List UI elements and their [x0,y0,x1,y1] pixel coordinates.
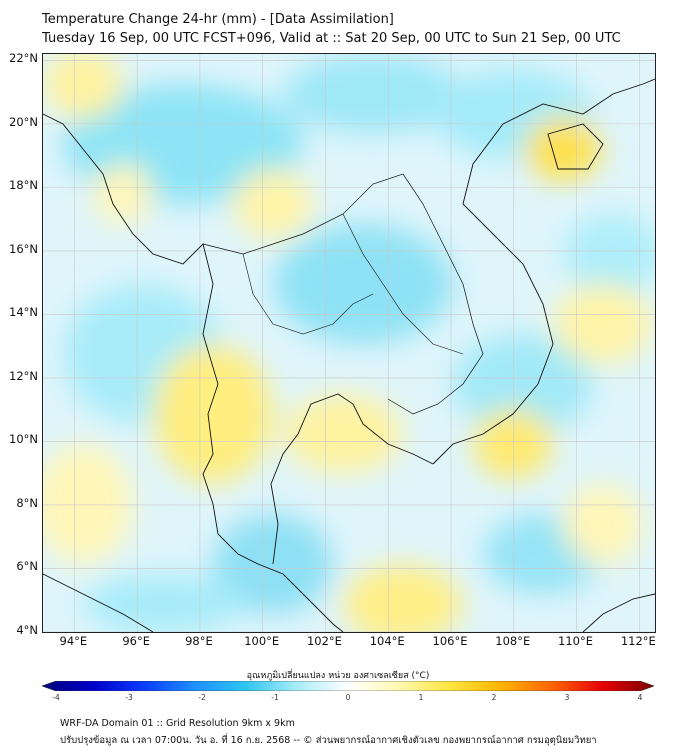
lon-tick-label: 102°E [306,634,342,648]
colorbar-tick-label: -4 [52,693,60,702]
lat-tick-label: 14°N [9,305,38,320]
colorbar-tick-label: 2 [491,693,497,702]
colorbar-gradient [42,681,654,691]
map-subtitle: Tuesday 16 Sep, 00 UTC FCST+096, Valid a… [42,31,621,46]
coastlines-and-borders [43,78,655,632]
lon-tick-label: 104°E [369,634,405,648]
lon-tick-label: 98°E [185,634,213,648]
colorbar-tick-label: 4 [637,693,643,702]
lon-tick-label: 110°E [558,634,594,648]
colorbar-tick-label: 1 [418,693,424,702]
colorbar [42,681,654,691]
lat-tick-label: 22°N [9,51,38,66]
colorbar-tick-label: -1 [271,693,279,702]
colorbar-tick-label: 0 [345,693,351,702]
lon-tick-label: 112°E [620,634,656,648]
lon-tick-label: 94°E [59,634,88,648]
colorbar-tick-label: 3 [564,693,570,702]
colorbar-tick-label: -3 [125,693,133,702]
colorbar-title: อุณหภูมิเปลี่ยนแปลง หน่วย องศาเซลเซียส (… [246,671,430,681]
credit-line: ปรับปรุงข้อมูล ณ เวลา 07:00น. วัน อ. ที่… [60,735,597,746]
colorbar-tick-label: -2 [198,693,206,702]
model-info: WRF-DA Domain 01 :: Grid Resolution 9km … [60,718,295,729]
map-panel [42,53,656,633]
lat-tick-label: 18°N [9,178,38,193]
lat-tick-label: 12°N [9,368,38,383]
lat-tick-label: 16°N [9,241,38,256]
map-gridlines [43,54,655,632]
lat-tick-label: 8°N [16,495,38,510]
map-title: Temperature Change 24-hr (mm) - [Data As… [42,12,394,27]
lat-tick-label: 10°N [9,432,38,447]
lon-tick-label: 106°E [432,634,468,648]
temperature-change-map [43,54,655,632]
temperature-field [43,54,655,632]
lon-tick-label: 96°E [122,634,150,648]
lon-tick-label: 100°E [244,634,280,648]
lat-tick-label: 20°N [9,114,38,129]
lat-tick-label: 4°N [16,623,38,637]
lon-tick-label: 108°E [495,634,531,648]
lat-tick-label: 6°N [16,559,38,574]
